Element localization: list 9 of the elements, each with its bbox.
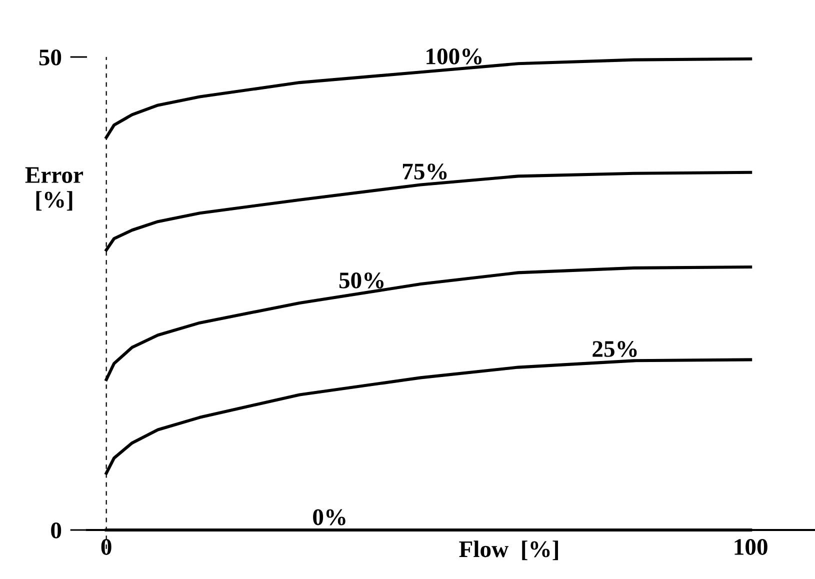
series-label: 50% <box>339 272 384 288</box>
y-tick-label: 50 <box>39 49 62 66</box>
series-label: 100% <box>426 48 482 64</box>
x-tick-label: 100 <box>734 539 768 555</box>
y-axis-title: Error [%] <box>25 167 84 211</box>
series-label: 25% <box>592 341 637 358</box>
series-label: 75% <box>402 164 447 180</box>
x-axis-title: Flow [%] <box>459 540 558 560</box>
series-label: 0% <box>313 509 346 526</box>
